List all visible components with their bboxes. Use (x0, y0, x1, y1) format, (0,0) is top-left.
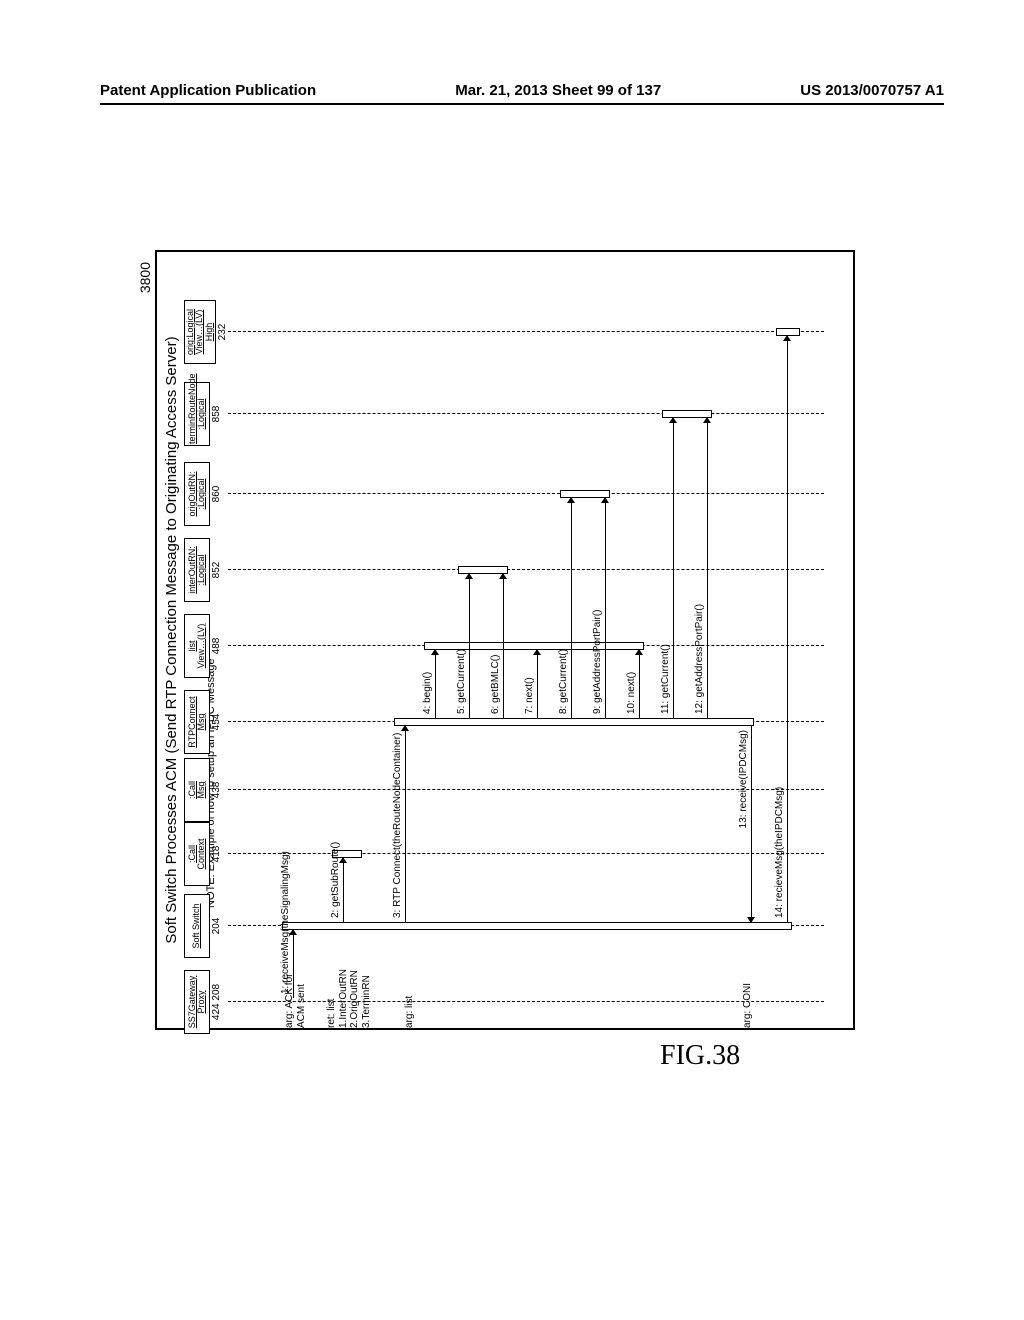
lifeline-head: listView…(LV) (184, 614, 210, 678)
message-label: 13: receive(IPDCMsg) (739, 730, 749, 828)
message-label: 7: next() (525, 677, 535, 714)
side-note: arg: CONI (742, 928, 754, 1028)
message-3803: 3: RTP Connect(theRouteNodeContainer) (394, 726, 406, 922)
message-label: 3: RTP Connect(theRouteNodeContainer) (393, 733, 403, 918)
lifeline-ref: 232 (217, 300, 228, 364)
lifeline-head: :CallContext (184, 822, 210, 886)
lifeline-8: terminRouteNode:Logical858 (184, 382, 222, 446)
lifeline-dash (228, 853, 824, 854)
lifeline-head: terminRouteNode:Logical (184, 382, 210, 446)
lifeline-dash (228, 789, 824, 790)
message-label: 12: getAddressPortPair() (695, 604, 705, 714)
message-label: 9: getAddressPortPair() (593, 610, 603, 715)
lifeline-dash (228, 493, 824, 494)
lifeline-ref: 438 (211, 758, 222, 822)
lifeline-ref: 454 (211, 690, 222, 754)
activation-bar (394, 718, 754, 726)
lifeline-1: Soft Switch204 (184, 894, 222, 958)
message-3802: 2: getSubRoute() (332, 858, 344, 922)
lifeline-5: listView…(LV)488 (184, 614, 222, 678)
lifeline-ref: 418 (211, 822, 222, 886)
message-label: 4: begin() (423, 672, 433, 714)
message-label: 11: getCurrent() (661, 644, 671, 714)
lifeline-head: :CallMsg (184, 758, 210, 822)
message-3805: 5: getCurrent() (458, 574, 470, 718)
page: Patent Application Publication Mar. 21, … (0, 0, 1024, 1320)
header-left: Patent Application Publication (100, 82, 316, 99)
lifeline-ref: 858 (211, 382, 222, 446)
lifeline-ref: 852 (211, 538, 222, 602)
lifeline-ref: 488 (211, 614, 222, 678)
lifeline-ref: 424 208 (211, 970, 222, 1034)
message-3811: 11: getCurrent() (662, 418, 674, 718)
figure-label: FIG.38 (660, 1040, 740, 1072)
side-note: arg: list (404, 928, 416, 1028)
side-note: arg: ACK forACM sent (284, 928, 307, 1028)
message-3812: 12: getAddressPortPair() (696, 418, 708, 718)
diagram-title: Soft Switch Processes ACM (Send RTP Conn… (163, 258, 180, 1022)
sequence-diagram: 3800 Soft Switch Processes ACM (Send RTP… (155, 250, 855, 1030)
lifeline-dash (228, 331, 824, 332)
lifeline-dash (228, 569, 824, 570)
lifelines-area: SS7GatewayProxy424 208Soft Switch204:Cal… (184, 258, 824, 1022)
lifeline-2: :CallContext418 (184, 822, 222, 886)
lifeline-head: origOutRN::Logical (184, 462, 210, 526)
lifeline-6: interOutRN::Logical852 (184, 538, 222, 602)
message-label: 10: next() (627, 672, 637, 714)
message-3807: 7: next() (526, 650, 538, 718)
lifeline-head: SS7GatewayProxy (184, 970, 210, 1034)
lifeline-head: RTPConnectMsg (184, 690, 210, 754)
header-right: US 2013/0070757 A1 (800, 82, 944, 99)
lifeline-ref: 204 (211, 894, 222, 958)
lifeline-4: RTPConnectMsg454 (184, 690, 222, 754)
message-3809: 9: getAddressPortPair() (594, 498, 606, 718)
sequence-diagram-container: 3800 Soft Switch Processes ACM (Send RTP… (155, 250, 855, 1030)
lifeline-head: interOutRN::Logical (184, 538, 210, 602)
lifeline-9: orig:LogicalView…(LV) High232 (184, 300, 228, 364)
message-label: 2: getSubRoute() (331, 842, 341, 918)
lifeline-0: SS7GatewayProxy424 208 (184, 970, 222, 1034)
lifeline-7: origOutRN::Logical860 (184, 462, 222, 526)
lifeline-3: :CallMsg438 (184, 758, 222, 822)
message-label: 5: getCurrent() (457, 649, 467, 714)
message-3804: 4: begin() (424, 650, 436, 718)
message-label: 8: getCurrent() (559, 649, 569, 714)
patent-page-header: Patent Application Publication Mar. 21, … (100, 82, 944, 105)
side-note: ret: list1.InterOutRN2.OrigOutRN3.Termin… (326, 928, 372, 1028)
header-center: Mar. 21, 2013 Sheet 99 of 137 (455, 82, 661, 99)
message-3808: 8: getCurrent() (560, 498, 572, 718)
message-label: 14: recieveMsg(theIPDCMsg) (775, 787, 785, 918)
lifeline-dash (228, 413, 824, 414)
message-3813: 13: receive(IPDCMsg) (740, 726, 752, 922)
message-label: 6: getBMLC() (491, 655, 501, 714)
lifeline-dash (228, 1001, 824, 1002)
lifeline-head: Soft Switch (184, 894, 210, 958)
figure-ref-number: 3800 (137, 262, 153, 293)
lifeline-ref: 860 (211, 462, 222, 526)
message-3814: 14: recieveMsg(theIPDCMsg) (776, 336, 788, 922)
message-3806: 6: getBMLC() (492, 574, 504, 718)
lifeline-head: orig:LogicalView…(LV) High (184, 300, 216, 364)
message-3810: 10: next() (628, 650, 640, 718)
